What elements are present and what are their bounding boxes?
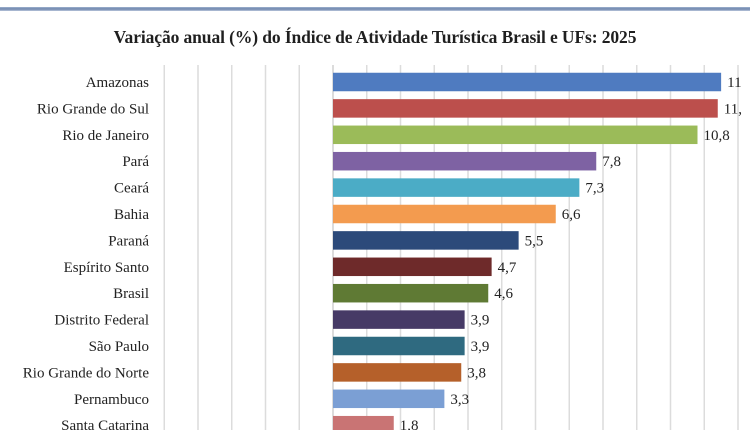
category-label: Santa Catarina [61, 418, 149, 430]
value-label: 1,8 [400, 418, 419, 430]
category-label: Amazonas [86, 75, 149, 91]
value-label: 11, [724, 101, 742, 117]
category-label: Brasil [113, 286, 149, 302]
bar [333, 389, 445, 409]
category-label: Paraná [108, 233, 149, 249]
bar [333, 204, 556, 224]
value-label: 3,3 [450, 392, 469, 408]
bar [333, 310, 465, 329]
category-label: Pará [122, 154, 149, 170]
bar [333, 151, 597, 171]
category-label: Pernambuco [74, 392, 149, 408]
bar [333, 283, 489, 303]
value-label: 11 [727, 75, 741, 91]
bar [333, 415, 394, 430]
value-labels: 1111,10,87,87,36,65,54,74,63,93,93,83,31… [400, 75, 742, 430]
bar [333, 363, 462, 382]
bar [333, 257, 492, 277]
category-label: Rio Grande do Sul [37, 101, 149, 117]
bar [333, 178, 580, 197]
category-label: Bahia [114, 207, 149, 223]
value-label: 5,5 [525, 233, 544, 249]
value-label: 4,7 [498, 260, 517, 276]
bar [333, 125, 698, 145]
category-labels: Amazonas Rio Grande do Sul Rio de Janeiro P… [23, 75, 150, 430]
category-label: São Paulo [89, 339, 149, 355]
category-label: Rio Grande do Norte [23, 365, 150, 381]
header-rule [0, 7, 750, 11]
category-label: Distrito Federal [54, 313, 149, 329]
value-label: 4,6 [494, 286, 513, 302]
bars [333, 72, 722, 430]
bar [333, 231, 519, 250]
value-label: 7,8 [602, 154, 621, 170]
value-label: 7,3 [585, 181, 604, 197]
category-label: Ceará [114, 181, 149, 197]
value-label: 3,9 [471, 313, 490, 329]
value-label: 3,8 [467, 365, 486, 381]
bar [333, 99, 718, 118]
value-label: 10,8 [704, 128, 730, 144]
category-label: Espírito Santo [64, 260, 149, 276]
bar [333, 72, 722, 92]
value-label: 3,9 [471, 339, 490, 355]
bar [333, 336, 465, 356]
category-label: Rio de Janeiro [62, 128, 149, 144]
value-label: 6,6 [562, 207, 581, 223]
chart-title: Variação anual (%) do Índice de Atividad… [113, 27, 637, 47]
